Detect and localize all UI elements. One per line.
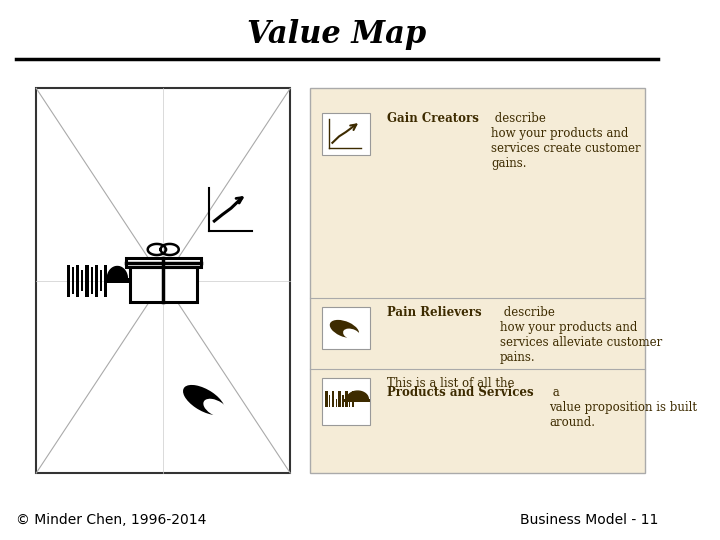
Text: Business Model - 11: Business Model - 11 <box>520 512 658 526</box>
FancyBboxPatch shape <box>338 390 341 407</box>
Text: Value Map: Value Map <box>248 19 427 50</box>
FancyBboxPatch shape <box>352 390 354 407</box>
Ellipse shape <box>203 399 228 417</box>
Text: © Minder Chen, 1996-2014: © Minder Chen, 1996-2014 <box>16 512 207 526</box>
FancyBboxPatch shape <box>95 265 98 296</box>
FancyBboxPatch shape <box>100 270 102 292</box>
FancyBboxPatch shape <box>91 267 93 294</box>
FancyBboxPatch shape <box>104 278 130 284</box>
Ellipse shape <box>343 328 361 340</box>
FancyBboxPatch shape <box>345 390 348 407</box>
FancyBboxPatch shape <box>332 390 334 407</box>
Ellipse shape <box>330 320 359 338</box>
FancyBboxPatch shape <box>67 265 70 296</box>
FancyBboxPatch shape <box>323 113 371 155</box>
FancyBboxPatch shape <box>323 379 371 426</box>
FancyBboxPatch shape <box>329 395 330 407</box>
FancyBboxPatch shape <box>81 270 84 292</box>
Text: a
value proposition is built
around.: a value proposition is built around. <box>549 386 697 429</box>
FancyBboxPatch shape <box>323 307 371 349</box>
FancyBboxPatch shape <box>126 258 201 267</box>
FancyBboxPatch shape <box>72 267 74 294</box>
Text: describe
how your products and
services alleviate customer
pains.: describe how your products and services … <box>500 306 662 364</box>
FancyBboxPatch shape <box>76 265 79 296</box>
FancyBboxPatch shape <box>349 399 351 407</box>
Text: Products and Services: Products and Services <box>387 386 534 399</box>
FancyBboxPatch shape <box>36 88 290 473</box>
Text: This is a list of all the: This is a list of all the <box>387 377 515 405</box>
FancyBboxPatch shape <box>130 267 197 302</box>
FancyBboxPatch shape <box>104 265 107 296</box>
Ellipse shape <box>183 385 225 415</box>
FancyBboxPatch shape <box>336 399 337 407</box>
Text: describe
how your products and
services create customer
gains.: describe how your products and services … <box>492 112 641 170</box>
FancyBboxPatch shape <box>344 399 370 402</box>
Text: Pain Relievers: Pain Relievers <box>387 306 482 319</box>
FancyBboxPatch shape <box>310 88 644 473</box>
FancyBboxPatch shape <box>325 390 328 407</box>
FancyBboxPatch shape <box>86 265 89 296</box>
Text: Gain Creators: Gain Creators <box>387 112 479 125</box>
